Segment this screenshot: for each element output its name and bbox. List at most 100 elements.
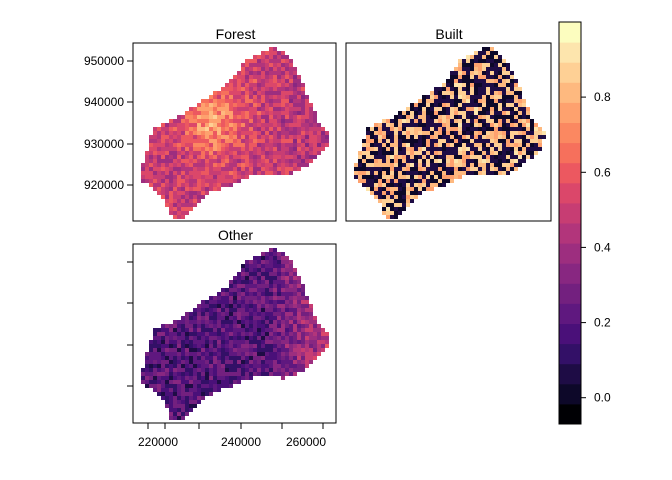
map-cell: [474, 123, 478, 127]
map-cell: [261, 260, 265, 264]
map-cell: [149, 384, 153, 388]
map-cell: [201, 380, 205, 384]
map-cell: [217, 332, 221, 336]
map-cell: [165, 392, 169, 396]
colorbar-ticks: 0.00.20.40.60.8: [581, 90, 611, 405]
map-cell: [382, 143, 386, 147]
map-cell: [193, 340, 197, 344]
map-cell: [382, 179, 386, 183]
map-cell: [514, 123, 518, 127]
map-cell: [382, 211, 386, 215]
map-cell: [297, 340, 301, 344]
map-cell: [426, 155, 430, 159]
map-cell: [486, 47, 490, 51]
map-cell: [245, 272, 249, 276]
map-cell: [213, 300, 217, 304]
map-cell: [193, 171, 197, 175]
map-cell: [221, 300, 225, 304]
map-cell: [510, 131, 514, 135]
map-cell: [486, 151, 490, 155]
map-cell: [217, 344, 221, 348]
map-cell: [281, 83, 285, 87]
map-cell: [454, 123, 458, 127]
map-cell: [289, 268, 293, 272]
map-cell: [217, 340, 221, 344]
map-cell: [293, 139, 297, 143]
map-cell: [245, 356, 249, 360]
map-cell: [269, 47, 273, 51]
map-cell: [197, 328, 201, 332]
map-cell: [273, 119, 277, 123]
map-cell: [225, 288, 229, 292]
map-cell: [502, 167, 506, 171]
map-cell: [382, 175, 386, 179]
map-cell: [486, 83, 490, 87]
map-cell: [189, 324, 193, 328]
map-cell: [237, 175, 241, 179]
map-cell: [281, 51, 285, 55]
map-cell: [205, 328, 209, 332]
map-cell: [265, 71, 269, 75]
map-cell: [273, 167, 277, 171]
map-cell: [181, 203, 185, 207]
map-cell: [145, 175, 149, 179]
map-cell: [297, 155, 301, 159]
map-cell: [313, 344, 317, 348]
map-cell: [362, 147, 366, 151]
map-cell: [430, 99, 434, 103]
map-cell: [394, 127, 398, 131]
map-cell: [293, 143, 297, 147]
map-cell: [402, 191, 406, 195]
map-cell: [213, 376, 217, 380]
map-cell: [181, 139, 185, 143]
map-cell: [197, 143, 201, 147]
map-cell: [161, 352, 165, 356]
map-cell: [197, 344, 201, 348]
map-cell: [265, 268, 269, 272]
map-cell: [442, 167, 446, 171]
map-cell: [482, 75, 486, 79]
map-cell: [193, 372, 197, 376]
map-cell: [522, 135, 526, 139]
map-cell: [438, 183, 442, 187]
map-cell: [458, 67, 462, 71]
map-cell: [277, 95, 281, 99]
map-cell: [362, 155, 366, 159]
map-cell: [498, 71, 502, 75]
map-cell: [217, 175, 221, 179]
map-cell: [197, 135, 201, 139]
map-cell: [189, 143, 193, 147]
map-cell: [458, 115, 462, 119]
map-cell: [406, 123, 410, 127]
map-cell: [245, 360, 249, 364]
map-cell: [185, 400, 189, 404]
map-cell: [366, 155, 370, 159]
map-cell: [145, 155, 149, 159]
map-cell: [193, 356, 197, 360]
map-cell: [486, 59, 490, 63]
map-cell: [245, 87, 249, 91]
map-cell: [233, 131, 237, 135]
map-cell: [309, 360, 313, 364]
map-cell: [394, 203, 398, 207]
map-cell: [510, 95, 514, 99]
map-cell: [161, 360, 165, 364]
map-cell: [201, 304, 205, 308]
map-cell: [193, 380, 197, 384]
map-cell: [245, 332, 249, 336]
map-cell: [189, 352, 193, 356]
map-cell: [482, 99, 486, 103]
map-cell: [474, 147, 478, 151]
map-cell: [245, 111, 249, 115]
map-cell: [265, 147, 269, 151]
map-cell: [410, 191, 414, 195]
map-cell: [414, 127, 418, 131]
map-cell: [213, 348, 217, 352]
map-cell: [293, 340, 297, 344]
map-cell: [438, 87, 442, 91]
map-cell: [253, 111, 257, 115]
map-cell: [386, 151, 390, 155]
map-cell: [177, 159, 181, 163]
map-cell: [285, 79, 289, 83]
map-cell: [502, 83, 506, 87]
